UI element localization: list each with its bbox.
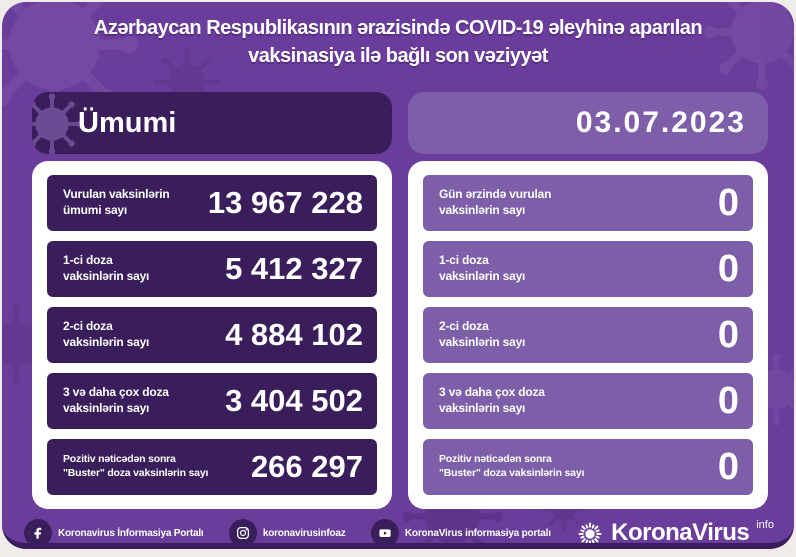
totals-column: Ümumi Vurulan vaksinlərin ümumi sayı 13 … xyxy=(32,92,392,509)
facebook-link[interactable]: Koronavirus İnformasiya Portalı xyxy=(24,519,204,543)
instagram-icon xyxy=(228,519,257,543)
daily-column: 03.07.2023 Gün ərzində vurulan vaksinlər… xyxy=(408,92,768,509)
stat-label: 2-ci doza vaksinlərin sayı xyxy=(63,319,150,349)
koronavirus-logo: KoronaVirus info xyxy=(576,518,774,546)
stat-value: 4 884 102 xyxy=(225,317,363,352)
stat-row-dose3plus-daily: 3 və daha çox doza vaksinlərin sayı 0 xyxy=(423,373,753,429)
youtube-icon xyxy=(370,519,399,543)
stat-value: 3 404 502 xyxy=(225,383,363,418)
logo-suffix: info xyxy=(756,518,774,531)
stat-value: 0 xyxy=(717,445,739,488)
instagram-label: koronavirusinfoaz xyxy=(262,527,346,539)
page-title: Azərbaycan Respublikasının ərazisində CO… xyxy=(2,14,794,70)
stat-row-dose1-daily: 1-ci doza vaksinlərin sayı 0 xyxy=(423,241,753,297)
logo-text: KoronaVirus xyxy=(611,518,750,546)
stat-label: Vurulan vaksinlərin ümumi sayı xyxy=(63,187,170,217)
page-title-line2: vaksinasiya ilə bağlı son vəziyyət xyxy=(248,45,548,67)
stat-row-booster-daily: Pozitiv nəticədən sonra "Buster" doza va… xyxy=(423,439,753,495)
stat-label: Pozitiv nəticədən sonra "Buster" doza va… xyxy=(63,453,209,479)
stat-row-booster-total: Pozitiv nəticədən sonra "Buster" doza va… xyxy=(47,439,377,495)
daily-panel: Gün ərzində vurulan vaksinlərin sayı 0 1… xyxy=(408,161,768,509)
stat-value: 5 412 327 xyxy=(225,251,363,286)
virus-decoration-icon xyxy=(32,92,84,154)
stat-row-dose3plus-total: 3 və daha çox doza vaksinlərin sayı 3 40… xyxy=(47,373,377,429)
instagram-link[interactable]: koronavirusinfoaz xyxy=(228,519,346,543)
facebook-icon xyxy=(24,519,52,543)
stat-label: Gün ərzində vurulan vaksinlərin sayı xyxy=(439,187,552,217)
stat-row-daily-vaccines: Gün ərzində vurulan vaksinlərin sayı 0 xyxy=(423,175,753,231)
stat-row-dose2-total: 2-ci doza vaksinlərin sayı 4 884 102 xyxy=(47,307,377,363)
date-header: 03.07.2023 xyxy=(408,92,768,154)
stat-label: 3 və daha çox doza vaksinlərin sayı xyxy=(63,385,169,415)
youtube-link[interactable]: KoronaVirus informasiya portalı xyxy=(370,519,551,543)
totals-panel: Vurulan vaksinlərin ümumi sayı 13 967 22… xyxy=(32,161,392,509)
facebook-label: Koronavirus İnformasiya Portalı xyxy=(58,527,204,539)
stat-value: 13 967 228 xyxy=(207,185,363,220)
stat-value: 266 297 xyxy=(250,449,363,484)
date-label: 03.07.2023 xyxy=(575,106,746,139)
virus-logo-icon xyxy=(578,521,602,543)
stat-label: Pozitiv nəticədən sonra "Buster" doza va… xyxy=(439,453,585,479)
stat-row-dose1-total: 1-ci doza vaksinlərin sayı 5 412 327 xyxy=(47,241,377,297)
stat-label: 2-ci doza vaksinlərin sayı xyxy=(439,319,526,349)
stat-value: 0 xyxy=(717,181,739,224)
infographic-card: Azərbaycan Respublikasının ərazisində CO… xyxy=(2,2,794,549)
stat-row-total-vaccines: Vurulan vaksinlərin ümumi sayı 13 967 22… xyxy=(47,175,377,231)
stat-value: 0 xyxy=(717,247,739,290)
totals-title: Ümumi xyxy=(78,106,177,139)
stat-value: 0 xyxy=(717,313,739,356)
stat-value: 0 xyxy=(717,379,739,422)
youtube-label: KoronaVirus informasiya portalı xyxy=(404,527,551,539)
footer: Koronavirus İnformasiya Portalı koronavi… xyxy=(2,513,794,546)
page-title-line1: Azərbaycan Respublikasının ərazisində CO… xyxy=(93,17,703,39)
stat-label: 3 və daha çox doza vaksinlərin sayı xyxy=(439,385,545,415)
stat-label: 1-ci doza vaksinlərin sayı xyxy=(439,253,526,283)
totals-header: Ümumi xyxy=(32,92,392,154)
stat-row-dose2-daily: 2-ci doza vaksinlərin sayı 0 xyxy=(423,307,753,363)
stat-label: 1-ci doza vaksinlərin sayı xyxy=(63,253,150,283)
